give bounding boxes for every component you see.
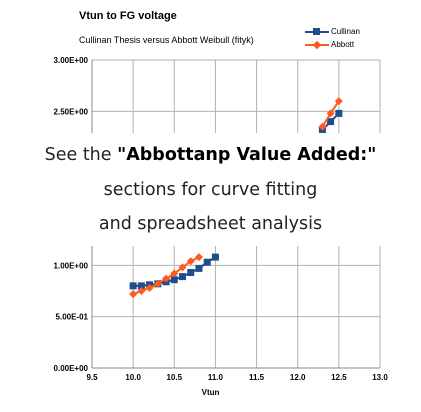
point-abbott bbox=[326, 109, 335, 118]
x-axis-label: Vtun bbox=[201, 388, 220, 397]
overlay-line-1-prefix: See the bbox=[44, 145, 118, 165]
point-cullinan bbox=[203, 258, 211, 266]
point-cullinan bbox=[170, 276, 178, 284]
chart-subtitle: Cullinan Thesis versus Abbott Weibull (f… bbox=[79, 35, 254, 45]
legend: Cullinan Abbott bbox=[305, 25, 360, 51]
y-tick-label: 3.00E+00 bbox=[54, 56, 89, 65]
y-tick-label: 2.50E+00 bbox=[54, 107, 89, 116]
point-abbott bbox=[186, 257, 195, 266]
x-tick-label: 13.0 bbox=[372, 373, 388, 382]
series-layer bbox=[129, 97, 343, 299]
x-tick-label: 11.0 bbox=[208, 373, 224, 382]
legend-item-abbott: Abbott bbox=[305, 38, 360, 51]
legend-swatch-cullinan bbox=[305, 27, 329, 37]
y-tick-label: 5.00E-01 bbox=[56, 313, 89, 322]
point-cullinan bbox=[211, 253, 219, 261]
point-abbott bbox=[145, 283, 154, 292]
tick-labels: 9.5 10.0 10.5 11.0 11.5 12.0 12.5 13.0 0.00E+00 5… bbox=[54, 56, 389, 382]
point-abbott bbox=[129, 290, 138, 299]
x-tick-label: 10.5 bbox=[166, 373, 182, 382]
series-abbott bbox=[129, 97, 343, 299]
point-cullinan bbox=[195, 264, 203, 272]
point-cullinan bbox=[129, 282, 137, 290]
point-cullinan bbox=[335, 109, 343, 117]
point-abbott bbox=[194, 253, 203, 262]
x-tick-label: 9.5 bbox=[86, 373, 98, 382]
point-cullinan bbox=[187, 269, 195, 277]
legend-item-cullinan: Cullinan bbox=[305, 25, 360, 38]
legend-label-abbott: Abbott bbox=[331, 40, 355, 49]
x-tick-label: 12.0 bbox=[290, 373, 306, 382]
point-abbott bbox=[318, 122, 327, 131]
point-abbott bbox=[153, 279, 162, 288]
overlay-line-3: and spreadsheet analysis bbox=[98, 214, 323, 234]
chart-title: Vtun to FG voltage bbox=[79, 10, 177, 22]
y-tick-label: 0.00E+00 bbox=[54, 364, 89, 373]
point-cullinan bbox=[179, 273, 187, 281]
overlay-line-2: sections for curve fitting bbox=[103, 180, 318, 200]
overlay-line-1: See the "Abbottanp Value Added:" bbox=[0, 145, 421, 165]
x-tick-label: 12.5 bbox=[331, 373, 347, 382]
point-abbott bbox=[162, 274, 171, 283]
x-tick-label: 10.0 bbox=[125, 373, 141, 382]
legend-label-cullinan: Cullinan bbox=[331, 27, 360, 36]
x-tick-label: 11.5 bbox=[249, 373, 265, 382]
text-overlay: See the "Abbottanp Value Added:" section… bbox=[0, 133, 421, 246]
legend-swatch-abbott bbox=[305, 40, 329, 50]
overlay-line-1-bold: "Abbottanp Value Added:" bbox=[117, 145, 377, 165]
point-abbott bbox=[334, 97, 343, 106]
point-abbott bbox=[170, 269, 179, 278]
point-cullinan bbox=[327, 118, 335, 126]
point-abbott bbox=[137, 287, 146, 295]
point-cullinan bbox=[137, 282, 145, 290]
y-tick-label: 1.00E+00 bbox=[54, 261, 89, 270]
point-abbott bbox=[178, 263, 187, 272]
